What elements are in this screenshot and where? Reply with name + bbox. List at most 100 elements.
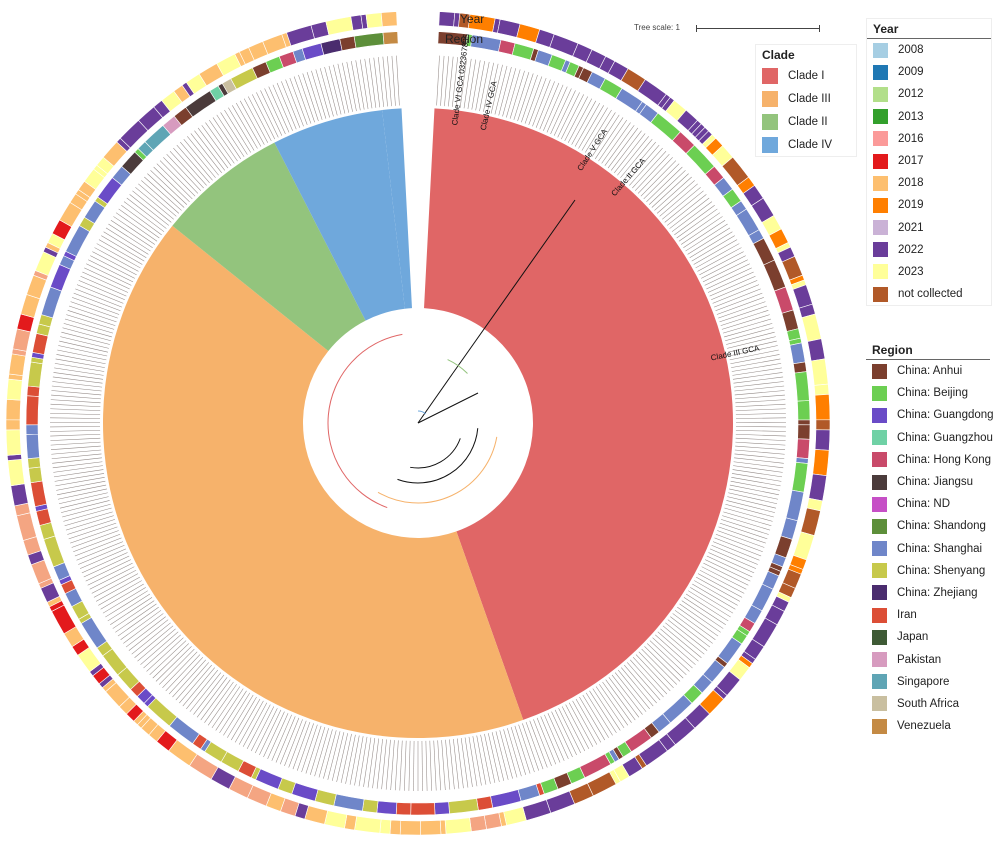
tip-label (121, 205, 162, 236)
tip-label (525, 721, 544, 770)
tip-label (54, 473, 105, 482)
region-legend-label: South Africa (897, 697, 960, 710)
tip-label (68, 522, 117, 540)
tip-label (560, 94, 584, 140)
tip-label (480, 734, 491, 784)
tip-label (733, 465, 783, 473)
region-legend-label: China: Shenyang (897, 564, 986, 577)
tip-label (468, 736, 478, 787)
tip-label (162, 651, 198, 688)
tip-label (390, 740, 395, 791)
tip-label (588, 112, 616, 155)
tip-label (561, 706, 586, 752)
tip-label (324, 66, 338, 116)
region-ring-label: Region (445, 32, 484, 46)
tip-label (708, 552, 755, 574)
tip-label (172, 659, 207, 698)
tip-label (87, 562, 133, 586)
tip-label (637, 157, 673, 194)
tip-label (617, 136, 649, 176)
year-ring-label: Year (460, 12, 485, 26)
region-legend-swatch (872, 541, 887, 557)
clade-legend-item: Clade I (756, 64, 856, 87)
tip-label (63, 507, 112, 522)
year-legend-label: 2013 (898, 110, 924, 123)
tip-label (93, 573, 139, 598)
tip-label (572, 700, 598, 745)
year-legend-swatch (873, 64, 888, 80)
tip-label (734, 385, 785, 392)
tree-scale-label: Tree scale: 1 (634, 23, 680, 32)
region-legend-label: China: Shanghai (897, 542, 983, 555)
clade-legend-label: Clade III (788, 92, 831, 105)
tip-label (263, 711, 285, 758)
tip-label (595, 686, 625, 729)
tip-label (166, 154, 201, 191)
tip-label (436, 55, 440, 106)
tip-label (445, 739, 451, 790)
region-legend-swatch (872, 674, 887, 690)
tip-label (723, 511, 772, 527)
tip-label (72, 297, 120, 315)
tip-label (173, 147, 207, 186)
tip-label (717, 530, 765, 548)
year-legend-item: 2016 (867, 128, 991, 150)
tip-label (565, 704, 590, 750)
tip-label (305, 725, 322, 774)
tip-label (55, 358, 105, 368)
tip-label (182, 667, 215, 707)
region-legend-swatch (872, 629, 887, 645)
tip-label (683, 597, 726, 625)
tip-label (460, 738, 469, 788)
tip-label (141, 180, 180, 214)
region-cell (35, 508, 52, 526)
tip-label (607, 127, 639, 169)
region-cell (27, 361, 43, 388)
tip-label (137, 628, 176, 662)
tip-label (50, 430, 101, 432)
tip-label (649, 640, 687, 676)
year-cell (324, 810, 348, 829)
tip-label (657, 631, 696, 665)
tip-label (444, 56, 449, 107)
tip-label (667, 194, 707, 226)
tip-label (252, 94, 276, 140)
tip-label (247, 96, 272, 141)
branch-arc (327, 333, 403, 509)
tip-label (358, 736, 368, 787)
region-legend-item: China: Guangzhou (866, 427, 993, 449)
tip-label (70, 526, 118, 544)
tip-label (720, 310, 769, 326)
region-cell (791, 461, 809, 493)
tip-label (719, 305, 767, 323)
region-legend-label: China: Zhejiang (897, 586, 978, 599)
year-legend-swatch (873, 220, 888, 236)
tip-label (275, 716, 296, 763)
tip-label (61, 500, 110, 513)
tip-label (200, 679, 231, 721)
tip-label (681, 600, 724, 629)
year-legend-item: 2023 (867, 261, 991, 283)
region-cell (32, 332, 49, 355)
year-cell (469, 815, 487, 832)
region-legend-item: China: Hong Kong (866, 449, 991, 471)
tip-label (509, 70, 525, 119)
tip-label (120, 610, 162, 640)
clade-legend: Clade Clade I Clade III Clade II Clade IV (755, 44, 857, 157)
region-cell (410, 802, 436, 816)
tip-label (175, 662, 209, 701)
tip-label (387, 56, 392, 107)
tip-label (381, 739, 387, 790)
tip-label (56, 480, 106, 491)
tip-label (727, 336, 776, 349)
tip-label (382, 56, 388, 107)
tree-branches (327, 199, 576, 509)
tip-label (108, 223, 151, 252)
tip-label (135, 187, 174, 220)
region-legend-swatch (872, 407, 887, 423)
tip-label (608, 677, 640, 718)
tip-label (731, 363, 782, 372)
region-legend-label: China: Shandong (897, 520, 986, 533)
tip-label (701, 566, 747, 590)
region-cell (255, 768, 283, 790)
